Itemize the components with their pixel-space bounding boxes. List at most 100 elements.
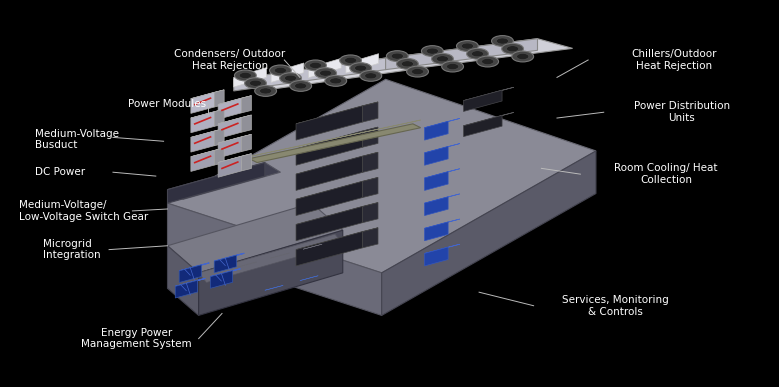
Polygon shape — [199, 234, 343, 283]
Circle shape — [407, 66, 428, 77]
Polygon shape — [303, 244, 323, 249]
Polygon shape — [296, 106, 362, 140]
Polygon shape — [214, 253, 245, 261]
Circle shape — [502, 43, 523, 54]
Polygon shape — [167, 203, 343, 273]
Polygon shape — [241, 134, 252, 152]
Polygon shape — [362, 202, 378, 223]
Text: Power Modules: Power Modules — [129, 99, 206, 110]
Polygon shape — [191, 128, 224, 137]
Polygon shape — [265, 286, 284, 290]
Polygon shape — [175, 280, 198, 298]
Polygon shape — [425, 144, 460, 153]
Polygon shape — [218, 134, 252, 143]
Circle shape — [360, 70, 382, 81]
Polygon shape — [296, 231, 362, 266]
Circle shape — [411, 68, 424, 75]
Circle shape — [496, 38, 509, 44]
Polygon shape — [191, 92, 214, 113]
Polygon shape — [362, 152, 378, 173]
Polygon shape — [218, 118, 241, 139]
Text: Room Cooling/ Heat
Collection: Room Cooling/ Heat Collection — [615, 163, 717, 185]
Circle shape — [350, 63, 372, 74]
Polygon shape — [296, 177, 378, 199]
Polygon shape — [167, 246, 199, 315]
Polygon shape — [218, 137, 241, 158]
Polygon shape — [425, 219, 460, 228]
Circle shape — [442, 61, 464, 72]
Polygon shape — [179, 263, 210, 271]
Polygon shape — [214, 255, 237, 273]
Circle shape — [421, 46, 443, 57]
Polygon shape — [362, 127, 378, 147]
Circle shape — [391, 53, 404, 59]
Text: Condensers/ Outdoor
Heat Rejection: Condensers/ Outdoor Heat Rejection — [174, 49, 285, 71]
Polygon shape — [296, 206, 362, 241]
Polygon shape — [464, 115, 502, 137]
Circle shape — [354, 65, 367, 71]
Circle shape — [239, 72, 252, 79]
Polygon shape — [191, 151, 214, 171]
Polygon shape — [210, 271, 233, 288]
Polygon shape — [218, 115, 252, 124]
Circle shape — [290, 80, 312, 91]
Polygon shape — [234, 68, 266, 87]
Circle shape — [401, 61, 414, 67]
Circle shape — [446, 63, 459, 70]
Polygon shape — [271, 63, 304, 82]
Circle shape — [294, 83, 307, 89]
Polygon shape — [296, 202, 378, 224]
Polygon shape — [425, 147, 448, 165]
Polygon shape — [425, 172, 448, 190]
Polygon shape — [214, 109, 224, 127]
Polygon shape — [346, 54, 379, 73]
Polygon shape — [199, 230, 343, 315]
Circle shape — [270, 65, 291, 76]
Polygon shape — [386, 39, 538, 70]
Circle shape — [330, 78, 342, 84]
Circle shape — [315, 68, 337, 79]
Circle shape — [245, 78, 266, 89]
Polygon shape — [382, 151, 596, 315]
Circle shape — [274, 67, 287, 74]
Polygon shape — [191, 148, 224, 157]
Polygon shape — [296, 131, 362, 165]
Text: Medium-Voltage
Busduct: Medium-Voltage Busduct — [35, 128, 119, 150]
Polygon shape — [241, 115, 252, 132]
Polygon shape — [296, 102, 378, 124]
Circle shape — [365, 73, 377, 79]
Polygon shape — [296, 181, 362, 216]
Polygon shape — [362, 228, 378, 248]
Polygon shape — [425, 222, 448, 241]
Polygon shape — [167, 203, 382, 315]
Circle shape — [516, 53, 529, 60]
Polygon shape — [191, 112, 214, 133]
Circle shape — [436, 56, 449, 62]
Polygon shape — [464, 112, 514, 126]
Polygon shape — [241, 96, 252, 113]
Polygon shape — [296, 152, 378, 174]
Text: Medium-Voltage/
Low-Voltage Switch Gear: Medium-Voltage/ Low-Voltage Switch Gear — [19, 200, 149, 222]
Polygon shape — [218, 154, 252, 163]
Polygon shape — [249, 120, 421, 157]
Circle shape — [461, 43, 474, 49]
Polygon shape — [464, 90, 502, 111]
Text: Services, Monitoring
& Controls: Services, Monitoring & Controls — [562, 295, 669, 317]
Circle shape — [386, 51, 408, 62]
Polygon shape — [270, 253, 290, 258]
Polygon shape — [425, 118, 460, 128]
Polygon shape — [300, 276, 319, 281]
Polygon shape — [296, 127, 378, 149]
Polygon shape — [296, 228, 378, 250]
Polygon shape — [362, 177, 378, 197]
Circle shape — [471, 51, 484, 57]
Polygon shape — [218, 156, 241, 177]
Polygon shape — [241, 154, 252, 171]
Polygon shape — [191, 109, 224, 118]
Polygon shape — [425, 194, 460, 203]
Polygon shape — [425, 244, 460, 253]
Circle shape — [426, 48, 439, 54]
Polygon shape — [425, 122, 448, 140]
Circle shape — [259, 88, 272, 94]
Circle shape — [397, 58, 418, 69]
